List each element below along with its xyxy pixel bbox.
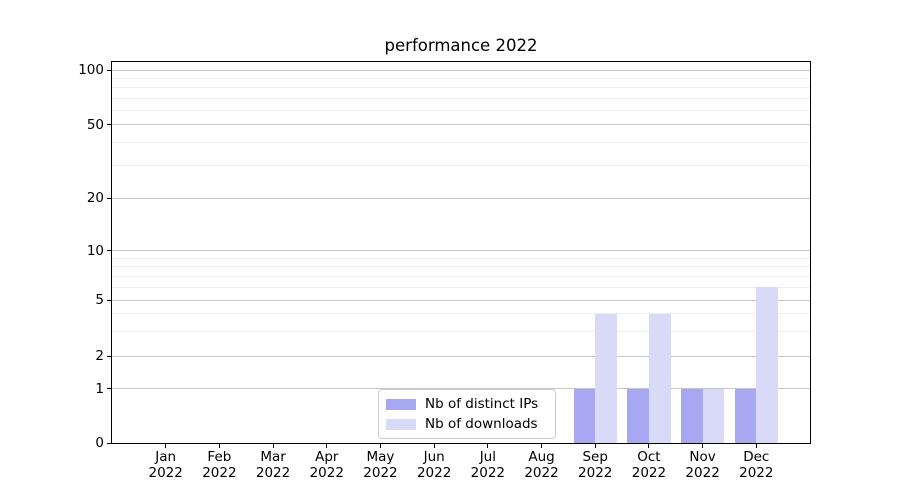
gridline-minor-y30 [112, 165, 810, 167]
gridline-minor-y4 [112, 313, 810, 315]
x-tick-aug [541, 444, 543, 448]
gridline-minor-y6 [112, 286, 810, 288]
downloads-swatch [386, 418, 416, 430]
gridline-minor-y40 [112, 142, 810, 144]
gridline-minor-y60 [112, 109, 810, 111]
bar-oct-distinct-ips [627, 388, 649, 443]
y-tick-0 [107, 442, 111, 444]
x-tick-label-mar: Mar 2022 [255, 449, 291, 481]
legend-entry-downloads: Nb of downloads [386, 416, 555, 432]
gridline-minor-y80 [112, 87, 810, 89]
y-tick-20 [107, 197, 111, 199]
x-tick-label-apr: Apr 2022 [309, 449, 344, 481]
bar-sep-downloads [595, 313, 617, 443]
x-tick-apr [326, 444, 328, 448]
x-tick-label-sep: Sep 2022 [578, 449, 613, 481]
x-tick-jun [433, 444, 435, 448]
y-tick-50 [107, 124, 111, 126]
y-tick-label-5: 5 [95, 292, 104, 309]
x-tick-jan [165, 444, 167, 448]
y-tick-label-20: 20 [86, 190, 104, 207]
gridline-major-y50 [112, 124, 810, 126]
bar-dec-downloads [756, 287, 778, 443]
bar-dec-distinct-ips [734, 388, 757, 443]
gridline-major-y10 [112, 250, 810, 252]
x-tick-nov [702, 444, 704, 448]
bar-oct-downloads [648, 313, 671, 443]
bar-nov-downloads [702, 388, 725, 443]
gridline-major-y1 [112, 388, 810, 390]
bar-sep-distinct-ips [573, 388, 596, 443]
y-tick-label-0: 0 [95, 435, 104, 451]
y-tick-2 [107, 355, 111, 357]
gridline-minor-y3 [112, 330, 810, 332]
x-tick-feb [218, 444, 220, 448]
gridline-minor-y90 [112, 77, 810, 79]
x-tick-oct [648, 444, 650, 448]
gridline-major-y20 [112, 197, 810, 199]
x-tick-label-aug: Aug 2022 [524, 449, 559, 481]
x-tick-label-jul: Jul 2022 [470, 449, 506, 481]
x-tick-dec [755, 444, 757, 448]
plot-area [111, 61, 811, 444]
y-tick-label-2: 2 [95, 348, 104, 365]
x-tick-jul [487, 444, 489, 448]
distinct-ips-swatch [386, 398, 416, 410]
legend: Nb of distinct IPs Nb of downloads [378, 389, 556, 439]
gridline-major-y100 [112, 69, 810, 71]
x-tick-label-jan: Jan 2022 [148, 449, 183, 481]
y-tick-5 [107, 299, 111, 301]
bar-nov-distinct-ips [681, 388, 703, 443]
y-tick-label-1: 1 [95, 380, 104, 397]
gridline-minor-y70 [112, 97, 810, 99]
x-tick-label-dec: Dec 2022 [739, 449, 774, 481]
y-tick-label-100: 100 [78, 62, 104, 78]
x-tick-label-jun: Jun 2022 [416, 449, 452, 481]
legend-label-distinct-ips: Nb of distinct IPs [425, 396, 539, 412]
y-tick-100 [107, 69, 111, 71]
gridline-minor-y9 [112, 257, 810, 259]
x-tick-may [379, 444, 381, 448]
x-tick-label-may: May 2022 [363, 449, 398, 481]
y-tick-1 [107, 388, 111, 390]
y-tick-label-50: 50 [86, 116, 104, 133]
gridline-minor-y7 [112, 275, 810, 277]
x-tick-label-oct: Oct 2022 [631, 449, 667, 481]
gridline-major-y5 [112, 299, 810, 301]
legend-entry-distinct-ips: Nb of distinct IPs [386, 396, 555, 412]
chart-title: performance 2022 [384, 36, 538, 55]
gridline-major-y2 [112, 355, 810, 357]
y-tick-label-10: 10 [86, 242, 104, 259]
gridline-minor-y8 [112, 266, 810, 268]
legend-label-downloads: Nb of downloads [425, 416, 538, 432]
y-tick-10 [107, 250, 111, 252]
x-tick-label-nov: Nov 2022 [685, 449, 720, 481]
x-tick-sep [594, 444, 596, 448]
x-tick-mar [272, 444, 274, 448]
x-tick-label-feb: Feb 2022 [202, 449, 237, 481]
